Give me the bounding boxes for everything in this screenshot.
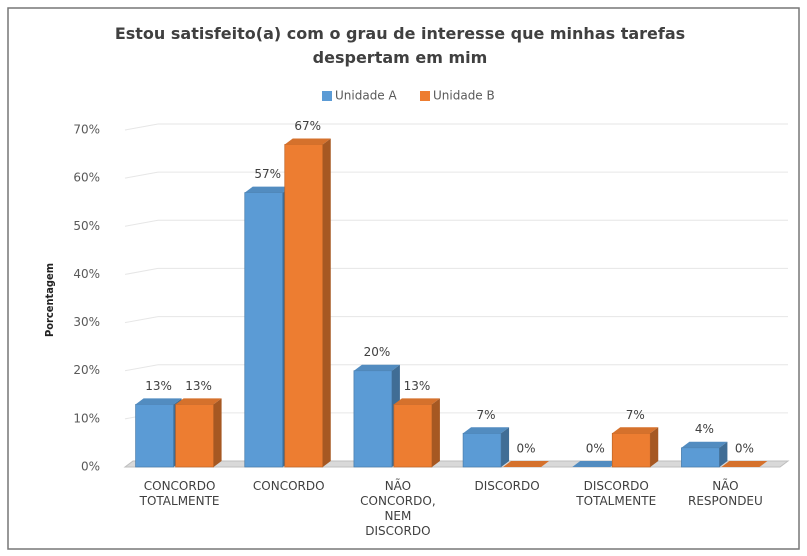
chart-title: Estou satisfeito(a) com o grau de intere… [114, 24, 686, 67]
bar-front [284, 144, 324, 468]
data-label: 13% [145, 379, 172, 393]
y-tick-label: 70% [73, 123, 100, 137]
data-label: 7% [626, 408, 645, 422]
data-label: 4% [695, 422, 714, 436]
data-label: 57% [254, 167, 281, 181]
bar-top [503, 461, 550, 467]
bar-top [721, 461, 768, 467]
data-label: 0% [735, 442, 754, 456]
y-tick-label: 50% [73, 219, 100, 233]
bar-front [135, 404, 174, 468]
y-tick-label: 40% [73, 267, 100, 281]
data-label: 0% [517, 442, 536, 456]
x-tick-label: NÃO CONCORDO, NEM DISCORDO [360, 479, 436, 538]
bar-front [681, 447, 720, 468]
bar-front [393, 404, 433, 468]
bar-side [719, 441, 728, 467]
x-tick-label: CONCORDO [252, 479, 325, 493]
grid-line [124, 316, 159, 324]
legend-swatch [322, 91, 332, 101]
y-tick-label: 60% [73, 171, 100, 185]
bar-top [353, 364, 400, 371]
x-tick-label: DISCORDO [474, 479, 540, 493]
bar-top [244, 186, 291, 193]
data-label: 20% [364, 345, 391, 359]
bar-top [135, 398, 182, 405]
bar-front [244, 192, 284, 468]
x-tick-label: NÃO RESPONDEU [688, 479, 763, 508]
x-tick-label: CONCORDO TOTALMENTE [139, 479, 220, 508]
grid-line [124, 171, 159, 179]
bar-top [681, 441, 728, 448]
bar-front [175, 404, 214, 468]
bar-top [284, 138, 331, 145]
grid-line [124, 267, 159, 275]
bar-top [175, 398, 222, 405]
grid-line [124, 219, 159, 227]
bar-front [462, 432, 502, 468]
bar-top [612, 427, 659, 434]
legend-label: Unidade B [433, 89, 495, 103]
legend-label: Unidade A [335, 89, 398, 103]
bar-side [650, 427, 659, 467]
bar-side [213, 398, 222, 467]
data-label: 13% [404, 379, 431, 393]
bar-top [572, 461, 619, 467]
bar-side [501, 427, 510, 467]
grid-line [124, 364, 159, 372]
bar-front [611, 432, 651, 468]
bar-side [431, 398, 440, 467]
y-tick-label: 0% [81, 460, 100, 474]
x-tick-label: DISCORDO TOTALMENTE [576, 479, 657, 508]
data-label: 7% [477, 408, 496, 422]
bar-top [393, 398, 440, 405]
bar-top [463, 427, 510, 434]
y-tick-label: 20% [73, 363, 100, 377]
chart-border [7, 7, 800, 550]
y-axis-label: Porcentagem [43, 263, 56, 337]
y-tick-label: 10% [73, 411, 100, 425]
data-label: 67% [294, 119, 321, 133]
legend-swatch [420, 91, 430, 101]
data-label: 13% [185, 379, 212, 393]
bar-front [353, 370, 393, 468]
bar-side [322, 138, 331, 467]
y-tick-label: 30% [73, 315, 100, 329]
grid-line [124, 123, 159, 131]
data-label: 0% [586, 442, 605, 456]
